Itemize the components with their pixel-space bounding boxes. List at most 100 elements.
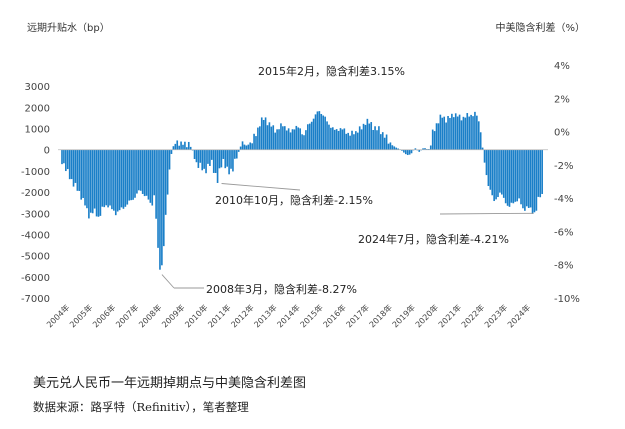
bar [184, 141, 186, 150]
bar [349, 135, 351, 150]
bar [172, 146, 175, 150]
bar [303, 135, 305, 150]
bar [476, 115, 478, 150]
bar [506, 149, 509, 206]
right-axis-title: 中美隐含利差（%） [495, 23, 585, 34]
bar [228, 149, 230, 175]
bar [487, 149, 490, 186]
bar [145, 149, 148, 196]
bar [297, 127, 300, 150]
left-tick-label: -1000 [21, 167, 50, 178]
bar [406, 149, 409, 156]
bar [341, 129, 344, 150]
x-tick-label: 2015年 [298, 302, 325, 329]
bar-series [61, 111, 543, 270]
bar [128, 149, 131, 201]
bar [366, 118, 369, 150]
bar [120, 149, 123, 208]
bar [520, 149, 522, 205]
bar [276, 129, 278, 150]
annotation-label: 2010年10月，隐含利差-2.15% [215, 193, 373, 207]
bar [155, 149, 157, 219]
left-tick-label: 2000 [25, 103, 50, 114]
bar [408, 149, 411, 155]
bar [239, 146, 242, 150]
bar [529, 149, 532, 208]
bar [82, 149, 84, 198]
bar [176, 140, 179, 150]
x-tick-label: 2014年 [275, 302, 302, 329]
bar [134, 149, 136, 198]
bar [201, 149, 204, 171]
bar [68, 149, 71, 180]
bar [539, 149, 542, 198]
bar [232, 149, 234, 172]
bar [320, 113, 323, 150]
x-tick-label: 2007年 [113, 302, 140, 329]
bar [264, 117, 267, 150]
bar [270, 126, 273, 150]
x-tick-label: 2008年 [136, 302, 163, 329]
x-tick-label: 2016年 [321, 302, 348, 329]
bar [518, 149, 520, 199]
x-ticks: 2004年2005年2006年2007年2008年2009年2010年2011年… [44, 302, 532, 329]
bar [424, 148, 426, 150]
bar [230, 149, 232, 169]
left-tick-label: 3000 [25, 82, 50, 93]
bar [157, 149, 159, 248]
x-tick-label: 2011年 [206, 302, 233, 329]
bar [126, 149, 129, 205]
bar [147, 149, 150, 200]
bar [353, 134, 355, 150]
bar [499, 149, 501, 193]
bar [491, 149, 494, 196]
bar [493, 149, 495, 202]
bar [324, 116, 326, 150]
bar [462, 116, 465, 150]
bar [274, 132, 276, 150]
bar [333, 129, 336, 150]
bar [283, 126, 286, 150]
bar [393, 146, 396, 150]
bar [91, 149, 94, 214]
bar [485, 149, 488, 176]
left-tick-label: -5000 [21, 252, 50, 263]
right-tick-label: 4% [554, 61, 570, 72]
left-tick-label: -4000 [21, 230, 50, 241]
bar [97, 149, 100, 217]
right-tick-label: -8% [554, 261, 573, 272]
bar [293, 129, 296, 150]
bar [468, 116, 470, 150]
left-y-ticks: 3000 2000 1000 0 -1000 -2000 -3000 -4000 -5000 -6… [21, 82, 50, 305]
bar [151, 149, 154, 206]
bar [153, 149, 155, 196]
bar [435, 123, 438, 150]
bar [524, 149, 526, 211]
bar [66, 149, 69, 170]
bar [93, 149, 96, 209]
bar [364, 124, 367, 150]
bar [139, 149, 142, 191]
bar [122, 149, 125, 209]
x-tick-label: 2019年 [390, 302, 417, 329]
bar [109, 149, 111, 206]
bar [224, 149, 227, 169]
bar [178, 145, 180, 150]
bar [418, 149, 421, 152]
x-tick-label: 2022年 [459, 302, 486, 329]
bar [318, 111, 321, 150]
bar [210, 149, 213, 160]
bar [111, 149, 113, 210]
bar [330, 127, 332, 150]
bar [504, 149, 507, 204]
annotation-leader [161, 274, 175, 289]
x-tick-label: 2005年 [67, 302, 94, 329]
bar [322, 115, 325, 150]
bar [376, 130, 378, 150]
bar [387, 143, 390, 150]
left-tick-label: -3000 [21, 209, 50, 220]
bar [531, 149, 534, 214]
bar [280, 123, 282, 150]
bar [251, 143, 253, 150]
bar [368, 123, 371, 150]
